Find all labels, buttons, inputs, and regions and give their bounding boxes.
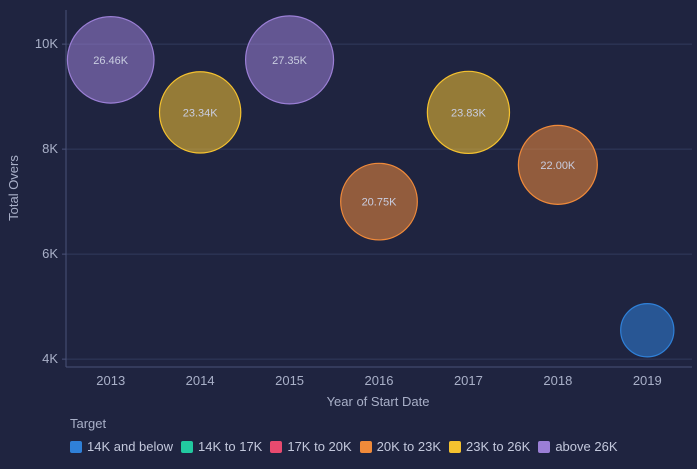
legend-label: above 26K <box>555 439 618 454</box>
legend-item[interactable]: above 26K <box>538 439 618 454</box>
bubble[interactable] <box>66 15 155 104</box>
bubble-data-label: 23.83K <box>451 107 487 119</box>
legend-label: 17K to 20K <box>287 439 352 454</box>
x-tick-label: 2013 <box>96 373 125 388</box>
legend-swatch <box>181 440 194 453</box>
bubble[interactable] <box>158 71 242 154</box>
axes: 4K 6K 8K 10K 2013 2014 2015 2016 2017 2018 2019 <box>35 10 692 388</box>
legend-items: 14K and below 14K to 17K 17K to 20K 20K to … <box>70 439 626 454</box>
legend-item[interactable]: 14K to 17K <box>181 439 262 454</box>
bubbles: 26.46K 23.34K 27.35K 20.75K 23.83K 22.00K <box>66 15 675 358</box>
grid-lines <box>66 43 692 360</box>
legend-swatch <box>270 440 283 453</box>
bubble-data-label: 26.46K <box>93 55 129 67</box>
y-axis-title: Total Overs <box>6 155 21 221</box>
legend-swatch <box>359 440 372 453</box>
legend-label: 20K to 23K <box>376 439 441 454</box>
legend-label: 14K and below <box>87 439 174 454</box>
x-axis-title: Year of Start Date <box>327 394 430 409</box>
x-tick-label: 2015 <box>275 373 304 388</box>
legend-item[interactable]: 17K to 20K <box>270 439 352 454</box>
y-tick-label: 8K <box>42 141 58 156</box>
legend: Target 14K and below 14K to 17K 17K to 20K… <box>70 416 626 454</box>
bubble-data-label: 27.35K <box>272 55 308 67</box>
x-tick-label: 2014 <box>186 373 215 388</box>
legend-swatch <box>449 440 461 453</box>
x-tick-label: 2018 <box>543 373 572 388</box>
x-tick-label: 2019 <box>633 373 662 388</box>
bubble-data-label: 23.34K <box>183 107 219 119</box>
y-tick-label: 4K <box>42 351 58 366</box>
bubble[interactable] <box>340 162 418 241</box>
legend-label: 14K to 17K <box>198 439 263 454</box>
y-tick-label: 6K <box>42 246 58 261</box>
legend-item[interactable]: 23K to 26K <box>449 439 530 454</box>
x-tick-label: 2016 <box>365 373 394 388</box>
bubble[interactable] <box>620 303 675 358</box>
legend-label: 23K to 26K <box>466 439 531 454</box>
legend-title: Target <box>70 416 107 431</box>
legend-swatch <box>538 440 551 453</box>
y-tick-label: 10K <box>35 36 58 51</box>
bubble[interactable] <box>244 15 335 105</box>
bubble[interactable] <box>517 124 598 205</box>
x-tick-label: 2017 <box>454 373 483 388</box>
legend-item[interactable]: 14K and below <box>70 439 173 454</box>
bubble-data-label: 20.75K <box>362 197 398 209</box>
legend-item[interactable]: 20K to 23K <box>359 439 441 454</box>
bubble[interactable] <box>426 70 511 155</box>
legend-swatch <box>70 440 82 453</box>
bubble-data-label: 22.00K <box>540 160 576 172</box>
